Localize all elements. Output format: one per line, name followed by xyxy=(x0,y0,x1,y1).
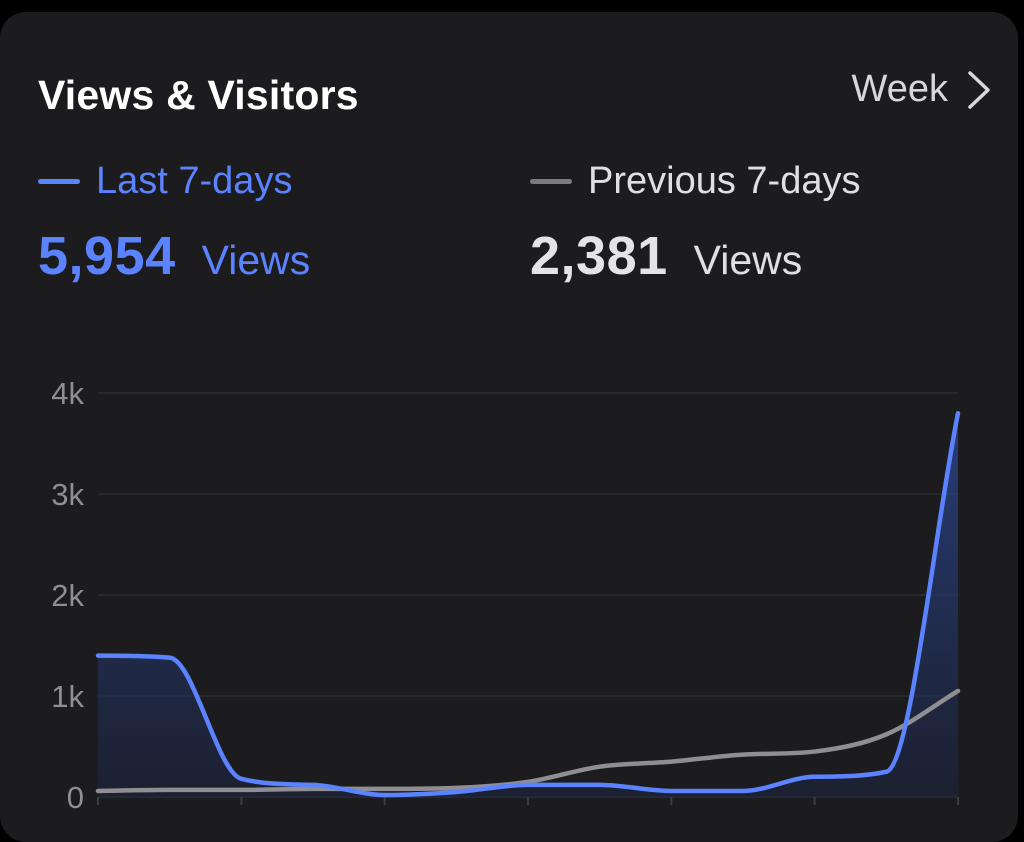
stat-total-current: 5,954 xyxy=(38,226,176,286)
series-area-current xyxy=(98,413,958,797)
y-tick-label: 3k xyxy=(51,477,84,512)
views-line-chart: 0 1k 2k 3k 4k xyxy=(51,376,961,815)
y-tick-label: 4k xyxy=(51,376,84,411)
y-tick-label: 2k xyxy=(51,578,84,613)
legend-current: Last 7-days 5,954 Views xyxy=(38,160,310,287)
legend-swatch-previous xyxy=(530,179,572,184)
period-label[interactable]: Week xyxy=(851,68,948,110)
stat-unit-previous: Views xyxy=(693,237,803,283)
series-line-current xyxy=(95,410,961,798)
card-title: Views & Visitors xyxy=(38,72,359,118)
legend-swatch-current xyxy=(38,179,80,184)
legend-previous: Previous 7-days 2,381 Views xyxy=(530,160,860,287)
stat-total-previous: 2,381 xyxy=(530,226,668,286)
period-selector[interactable]: Week xyxy=(852,68,992,111)
y-tick-label: 0 xyxy=(67,780,84,815)
stat-unit-current: Views xyxy=(201,237,311,283)
series-line-previous xyxy=(95,688,961,794)
legend-label-previous: Previous 7-days xyxy=(588,160,861,202)
legend-label-current: Last 7-days xyxy=(96,160,293,202)
y-tick-label: 1k xyxy=(51,679,84,714)
chevron-right-icon[interactable] xyxy=(966,70,992,110)
